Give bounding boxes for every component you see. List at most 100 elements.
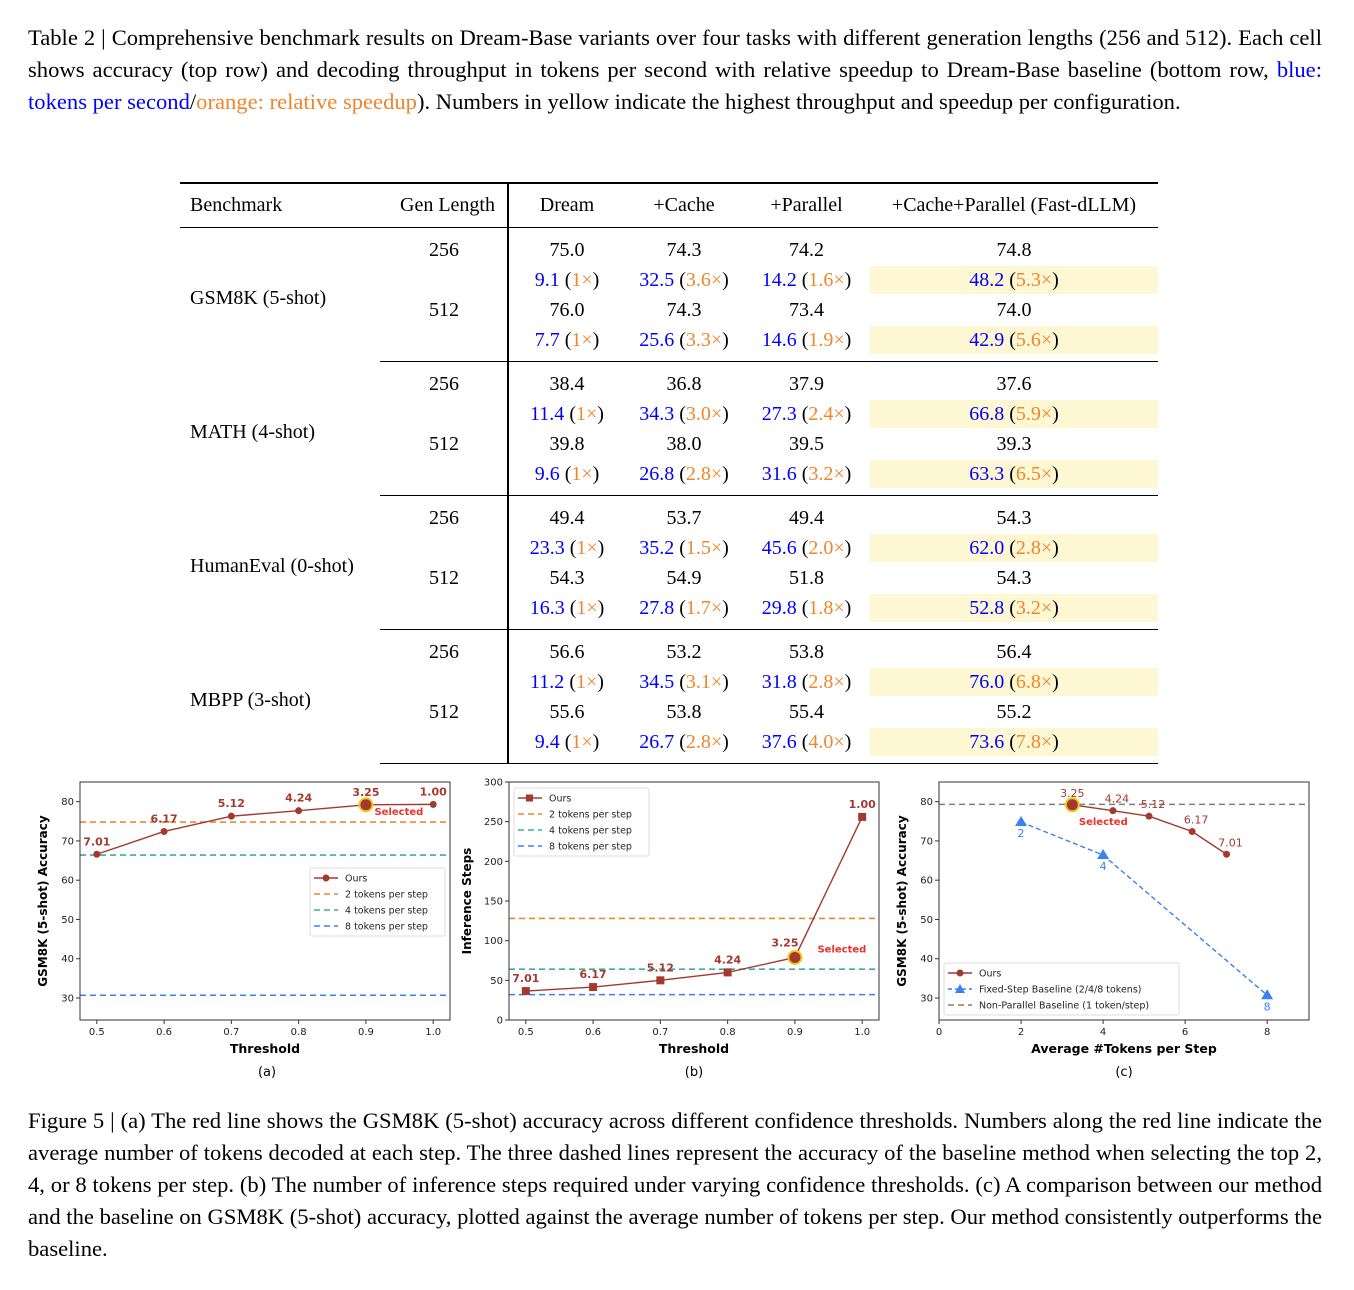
- relative-speedup: 2.8×: [685, 462, 723, 485]
- accuracy-cell: 74.3: [666, 238, 702, 261]
- square-marker: [521, 987, 530, 996]
- throughput-cell: 32.5 (3.6×): [625, 265, 743, 295]
- plot-frame: [79, 781, 451, 1021]
- legend-label: Ours: [345, 874, 367, 885]
- accuracy-row: 512 55.6 53.8 55.4 55.2: [180, 697, 1158, 727]
- point-label: 3.25: [352, 786, 379, 799]
- relative-speedup: 3.0×: [685, 402, 723, 425]
- tokens-per-second: 14.6: [761, 328, 797, 351]
- throughput-value: 34.5 (3.1×): [639, 671, 729, 693]
- x-tick-label: 1.0: [854, 1027, 870, 1038]
- header-benchmark: Benchmark: [180, 182, 380, 228]
- tokens-per-second: 45.6: [761, 536, 797, 559]
- paren-close: ): [844, 730, 852, 753]
- throughput-row: 9.1 (1×) 32.5 (3.6×) 14.2 (1.6×) 48.2 (5.3×…: [180, 265, 1158, 295]
- relative-speedup: 7.8×: [1015, 731, 1053, 753]
- paren-close: ): [597, 402, 604, 425]
- legend: Ours 2 tokens per step 4 tokens per step 8 …: [309, 867, 446, 937]
- accuracy-row: 512 54.3 54.9 51.8 54.3: [180, 563, 1158, 593]
- throughput-cell: 27.8 (1.7×): [625, 593, 743, 630]
- throughput-cell: 27.3 (2.4×): [743, 399, 870, 429]
- paren-open: (: [796, 402, 809, 425]
- paren-open: (: [564, 670, 576, 693]
- paren-open: (: [564, 402, 576, 425]
- paren-close: ): [597, 596, 605, 619]
- throughput-cell: 62.0 (2.8×): [870, 533, 1158, 563]
- throughput-value: 9.4 (1×): [535, 731, 600, 753]
- plot-frame: [508, 781, 880, 1021]
- throughput-cell: 52.8 (3.2×): [870, 593, 1158, 630]
- relative-speedup: 1×: [576, 536, 598, 559]
- throughput-cell: 25.6 (3.3×): [625, 325, 743, 362]
- relative-speedup: 2.8×: [685, 730, 723, 753]
- relative-speedup: 5.9×: [1015, 403, 1053, 425]
- throughput-cell: 31.6 (3.2×): [743, 459, 870, 496]
- relative-speedup: 1×: [571, 730, 593, 753]
- relative-speedup: 1.6×: [808, 268, 845, 291]
- header-fast-dllm: +Cache+Parallel (Fast-dLLM): [870, 182, 1158, 228]
- throughput-value: 35.2 (1.5×): [639, 537, 729, 559]
- point-label: 6.17: [580, 968, 607, 981]
- throughput-cell: 42.9 (5.6×): [870, 325, 1158, 362]
- x-tick-label: 0.5: [518, 1027, 534, 1038]
- x-tick-label: 2: [1018, 1027, 1024, 1038]
- throughput-value: 14.6 (1.9×): [762, 329, 852, 351]
- accuracy-cell: 75.0: [507, 227, 625, 265]
- paren-close: ): [592, 730, 600, 753]
- paren-open: (: [564, 536, 577, 559]
- accuracy-cell: 55.6: [507, 697, 625, 727]
- throughput-value: 31.6 (3.2×): [762, 463, 852, 485]
- accuracy-row: GSM8K (5-shot) 256 75.0 74.3 74.2 74.8: [180, 227, 1158, 309]
- throughput-cell: 31.8 (2.8×): [743, 667, 870, 697]
- x-tick-label: 0.8: [291, 1027, 307, 1038]
- point-label: 4: [1100, 860, 1107, 873]
- tokens-per-second: 11.4: [530, 402, 565, 425]
- caption-blue-legend: blue: tokens per second: [28, 57, 1322, 114]
- relative-speedup: 5.6×: [1015, 329, 1053, 351]
- throughput-row: 11.2 (1×) 34.5 (3.1×) 31.8 (2.8×) 76.0 (6.8…: [180, 667, 1158, 697]
- gen-length: 256: [429, 640, 459, 663]
- tokens-per-second: 34.5: [639, 670, 675, 693]
- y-tick-label: 30: [61, 994, 74, 1005]
- y-axis-label: GSM8K (5-shot) Accuracy: [895, 815, 909, 987]
- tokens-per-second: 42.9: [969, 329, 1005, 351]
- throughput-value: 27.8 (1.7×): [639, 597, 729, 619]
- relative-speedup: 1.7×: [685, 596, 723, 619]
- accuracy-cell: 53.8: [789, 640, 824, 663]
- x-tick-label: 0.9: [358, 1027, 374, 1038]
- throughput-cell: 76.0 (6.8×): [870, 667, 1158, 697]
- header-parallel: +Parallel: [743, 182, 870, 228]
- y-tick-label: 30: [920, 994, 933, 1005]
- legend-label: 8 tokens per step: [549, 842, 632, 853]
- relative-speedup: 1×: [576, 596, 598, 619]
- throughput-cell: 9.4 (1×): [507, 727, 625, 764]
- square-marker: [656, 976, 665, 985]
- point-label: 8: [1264, 1000, 1271, 1013]
- gen-length: 256: [429, 238, 459, 261]
- tokens-per-second: 26.8: [639, 462, 675, 485]
- accuracy-cell: 51.8: [789, 566, 824, 589]
- relative-speedup: 1.8×: [808, 596, 845, 619]
- throughput-cell: 66.8 (5.9×): [870, 399, 1158, 429]
- point-label: 4.24: [1105, 793, 1130, 806]
- tokens-per-second: 26.7: [639, 730, 675, 753]
- tokens-per-second: 37.6: [761, 730, 797, 753]
- legend-label: Fixed-Step Baseline (2/4/8 tokens): [979, 985, 1141, 996]
- table-caption: Table 2 | Comprehensive benchmark result…: [28, 22, 1322, 118]
- paren-close: ): [1052, 597, 1059, 619]
- accuracy-cell: 53.2: [666, 640, 702, 663]
- relative-speedup: 2.0×: [808, 536, 845, 559]
- paren-close: ): [722, 402, 729, 425]
- point-label: 2: [1018, 827, 1025, 840]
- accuracy-row: 512 39.8 38.0 39.5 39.3: [180, 429, 1158, 459]
- y-tick-label: 250: [484, 817, 503, 828]
- paren-close: ): [844, 670, 852, 693]
- x-tick-label: 1.0: [425, 1027, 441, 1038]
- relative-speedup: 1×: [575, 670, 598, 693]
- subfigure-label: (a): [258, 1065, 276, 1080]
- tokens-per-second: 76.0: [969, 671, 1005, 693]
- paren-open: (: [559, 268, 572, 291]
- highlighted-throughput: 48.2 (5.3×): [870, 266, 1158, 294]
- legend-marker: [955, 984, 965, 993]
- paren-close: ): [597, 670, 604, 693]
